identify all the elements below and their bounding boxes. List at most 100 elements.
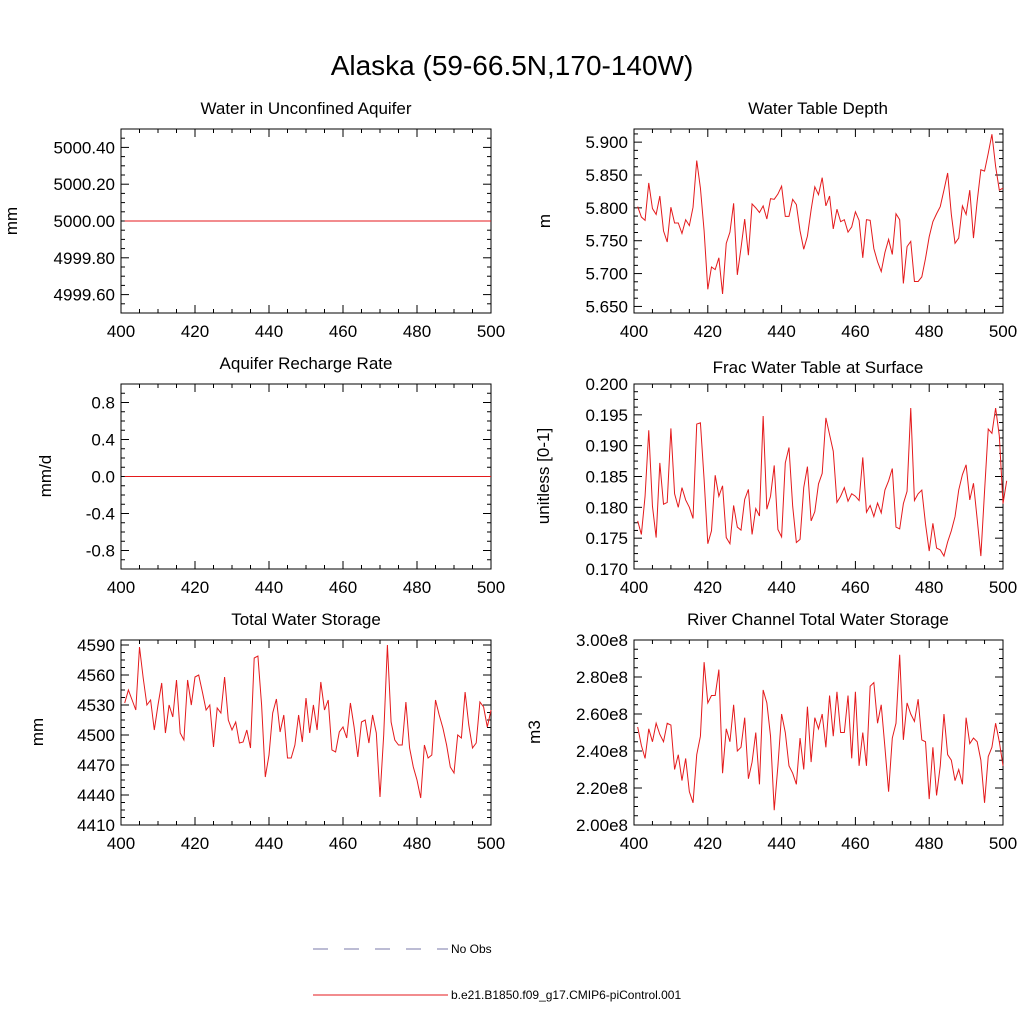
chart-frac-water-table-at-surface: Frac Water Table at Surface unitless [0-…	[534, 358, 1017, 597]
chart-title: Aquifer Recharge Rate	[220, 354, 393, 373]
y-tick-label: 0.190	[585, 437, 628, 456]
x-tick-label: 460	[329, 578, 357, 597]
y-tick-label: 5000.20	[54, 175, 115, 194]
x-tick-label: 440	[255, 578, 283, 597]
y-tick-label: -0.4	[86, 505, 115, 524]
x-tick-label: 420	[181, 834, 209, 853]
x-tick-label: 500	[989, 578, 1017, 597]
x-tick-label: 460	[841, 578, 869, 597]
series-line	[637, 654, 1004, 811]
x-tick-label: 500	[477, 578, 505, 597]
x-tick-label: 460	[329, 322, 357, 341]
x-tick-label: 400	[620, 834, 648, 853]
x-tick-label: 500	[477, 322, 505, 341]
x-tick-label: 500	[989, 834, 1017, 853]
y-tick-label: 0.170	[585, 560, 628, 579]
legend-obs-label: No Obs	[451, 942, 492, 956]
y-tick-label: 4530	[77, 696, 115, 715]
x-tick-label: 440	[767, 578, 795, 597]
y-axis-label: mm	[2, 207, 21, 235]
chart-title: Total Water Storage	[231, 610, 381, 629]
chart-total-water-storage: Total Water Storage mm 400 420 440 460 480 50…	[28, 610, 505, 853]
chart-water-in-unconfined-aquifer: Water in Unconfined Aquifer mm 400 420 440…	[2, 99, 505, 341]
x-tick-label: 420	[694, 834, 722, 853]
y-axis-label: mm/d	[36, 455, 55, 498]
x-tick-label: 400	[107, 578, 135, 597]
y-tick-label: 4560	[77, 666, 115, 685]
y-tick-label: 3.00e8	[576, 631, 628, 650]
y-tick-label: 0.8	[91, 394, 115, 413]
x-tick-label: 500	[989, 322, 1017, 341]
series-line	[124, 644, 492, 799]
y-tick-label: 0.175	[585, 529, 628, 548]
x-tick-label: 420	[181, 322, 209, 341]
y-tick-label: 5.800	[585, 199, 628, 218]
legend	[313, 948, 448, 996]
y-tick-label: 0.0	[91, 468, 115, 487]
y-tick-label: 4999.80	[54, 249, 115, 268]
chart-title: Water in Unconfined Aquifer	[200, 99, 411, 118]
x-tick-label: 420	[694, 578, 722, 597]
x-tick-label: 480	[403, 322, 431, 341]
y-tick-label: 2.00e8	[576, 816, 628, 835]
x-tick-label: 440	[767, 834, 795, 853]
y-tick-label: 5.750	[585, 232, 628, 251]
y-axis-label: m	[535, 214, 554, 228]
x-tick-label: 440	[255, 834, 283, 853]
x-tick-label: 400	[107, 322, 135, 341]
x-tick-label: 480	[915, 834, 943, 853]
x-tick-label: 420	[694, 322, 722, 341]
x-tick-label: 440	[255, 322, 283, 341]
chart-title: Frac Water Table at Surface	[713, 358, 924, 377]
y-tick-label: 5000.40	[54, 138, 115, 157]
x-tick-label: 460	[329, 834, 357, 853]
chart-water-table-depth: Water Table Depth m 400 420 440 460 480 500 5.…	[535, 99, 1017, 341]
y-tick-label: 0.195	[585, 406, 628, 425]
y-tick-label: 5.900	[585, 133, 628, 152]
x-tick-label: 400	[620, 322, 648, 341]
x-tick-label: 500	[477, 834, 505, 853]
figure-title: Alaska (59-66.5N,170-140W)	[330, 50, 694, 81]
y-tick-label: 4410	[77, 816, 115, 835]
y-tick-label: 4500	[77, 726, 115, 745]
y-tick-label: 0.180	[585, 498, 628, 517]
y-axis-label: m3	[525, 720, 544, 744]
y-tick-label: 2.40e8	[576, 742, 628, 761]
x-tick-label: 440	[767, 322, 795, 341]
legend-model-label: b.e21.B1850.f09_g17.CMIP6-piControl.001	[451, 988, 682, 1002]
y-axis-label: mm	[28, 718, 47, 746]
x-tick-label: 480	[403, 834, 431, 853]
series-line	[637, 134, 1004, 294]
chart-title: River Channel Total Water Storage	[687, 610, 949, 629]
y-tick-label: 4999.60	[54, 286, 115, 305]
plot-frame	[633, 128, 1004, 314]
x-tick-label: 480	[403, 578, 431, 597]
x-tick-label: 460	[841, 322, 869, 341]
x-tick-label: 480	[915, 578, 943, 597]
y-tick-label: 5.650	[585, 297, 628, 316]
y-tick-label: 0.200	[585, 375, 628, 394]
plot-frame	[633, 639, 1004, 826]
y-tick-label: 4590	[77, 636, 115, 655]
y-tick-label: 5.700	[585, 265, 628, 284]
x-tick-label: 400	[620, 578, 648, 597]
y-tick-label: 2.80e8	[576, 668, 628, 687]
series-line	[637, 407, 1008, 558]
y-tick-label: 5000.00	[54, 212, 115, 231]
y-axis-label: unitless [0-1]	[534, 428, 553, 524]
x-tick-label: 400	[107, 834, 135, 853]
x-tick-label: 480	[915, 322, 943, 341]
y-tick-label: 4440	[77, 786, 115, 805]
y-tick-label: -0.8	[86, 542, 115, 561]
y-tick-label: 0.185	[585, 468, 628, 487]
x-tick-label: 420	[181, 578, 209, 597]
x-tick-label: 460	[841, 834, 869, 853]
y-tick-label: 2.20e8	[576, 779, 628, 798]
chart-title: Water Table Depth	[748, 99, 888, 118]
y-tick-label: 4470	[77, 756, 115, 775]
chart-aquifer-recharge-rate: Aquifer Recharge Rate mm/d 400 420 440 460 4…	[36, 354, 505, 597]
y-tick-label: 2.60e8	[576, 705, 628, 724]
plot-frame	[120, 639, 492, 826]
